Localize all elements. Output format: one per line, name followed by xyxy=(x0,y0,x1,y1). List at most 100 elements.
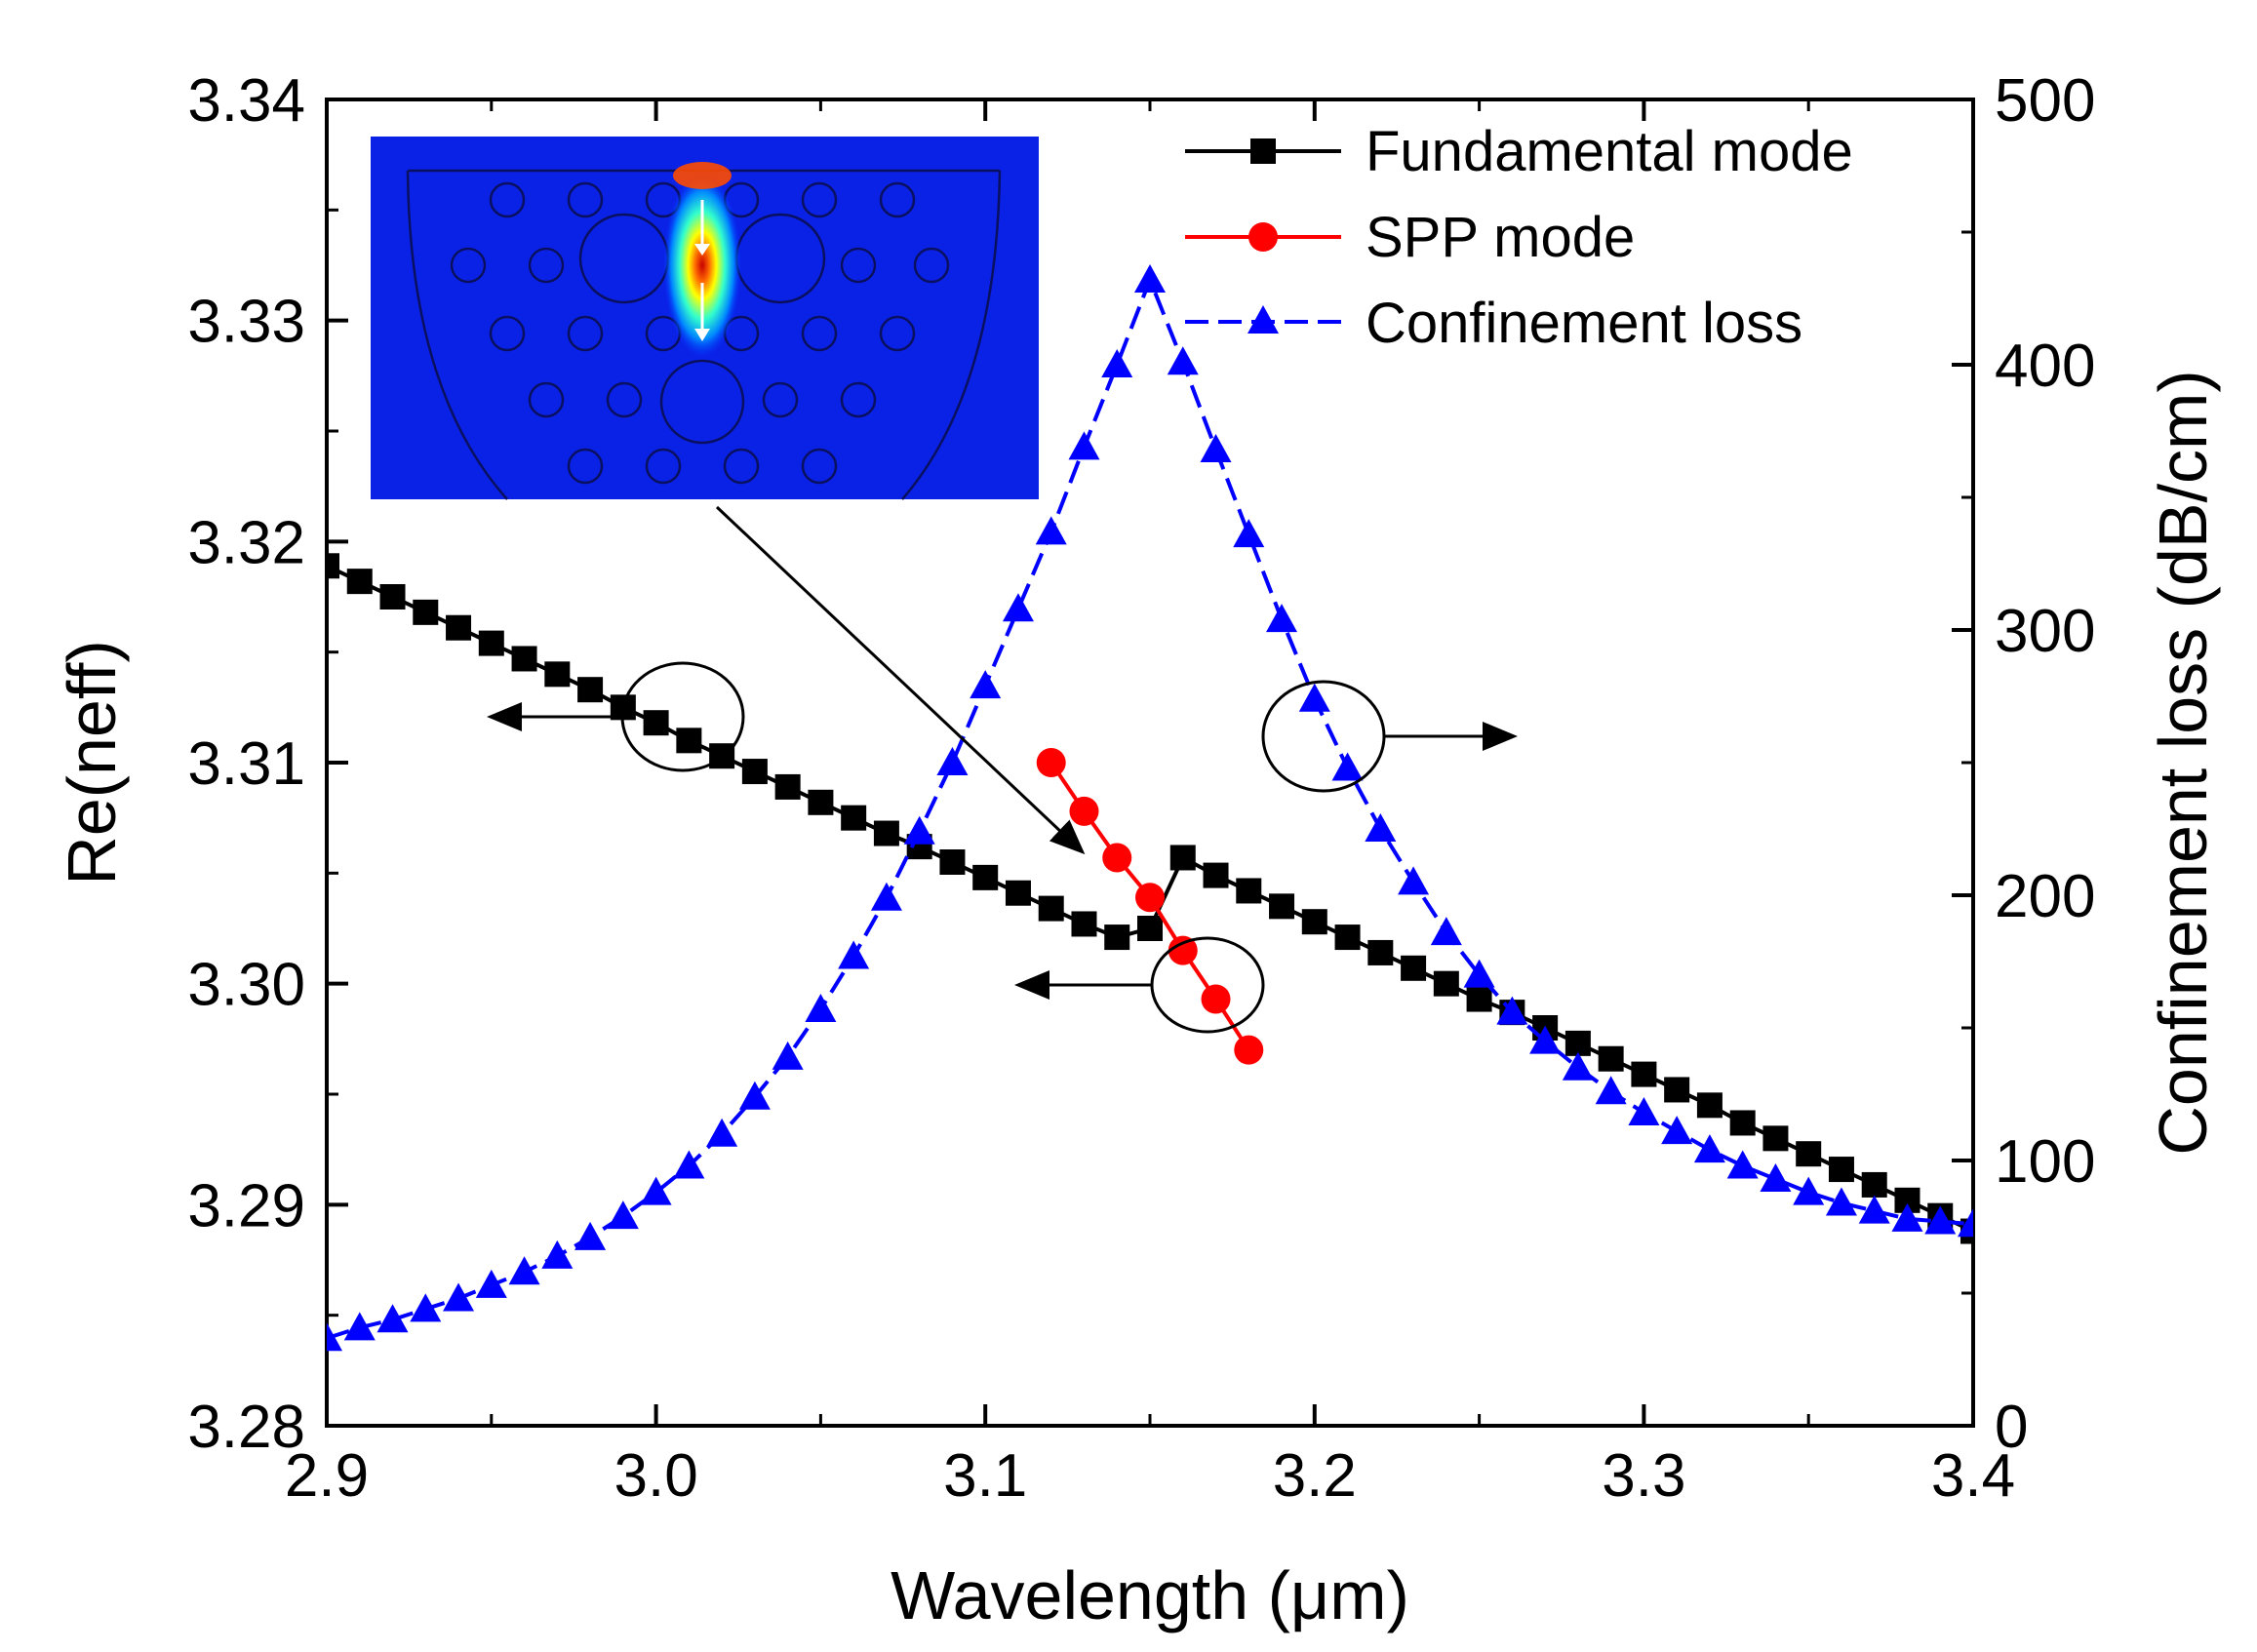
y-right-tick-label: 0 xyxy=(1995,1394,2028,1461)
inset-pointer-arrow xyxy=(715,505,1086,855)
legend-item-loss: Confinement loss xyxy=(1185,292,1802,355)
data-point xyxy=(774,773,801,800)
inset-mode-profile xyxy=(371,137,1039,500)
data-point xyxy=(1631,1061,1657,1087)
data-point xyxy=(1433,970,1459,997)
data-point xyxy=(1825,1187,1857,1216)
data-point xyxy=(1562,1051,1594,1081)
data-point xyxy=(1137,916,1163,941)
data-point xyxy=(1331,752,1364,781)
legend: Fundamental mode SPP mode Confinement lo… xyxy=(1185,120,1853,355)
data-point xyxy=(413,599,439,625)
data-point xyxy=(508,1256,540,1285)
x-tick-label: 3.0 xyxy=(614,1442,697,1510)
data-point xyxy=(903,815,935,845)
data-point xyxy=(1269,893,1295,920)
y-left-tick-label: 3.29 xyxy=(187,1172,305,1239)
y-right-tick-label: 100 xyxy=(1995,1128,2095,1196)
x-axis-title: Wavelength (μm) xyxy=(891,1557,1409,1633)
data-point xyxy=(1726,1150,1759,1179)
data-point xyxy=(1430,917,1462,946)
data-point xyxy=(939,849,966,875)
data-point xyxy=(1628,1097,1660,1126)
legend-item-spp: SPP mode xyxy=(1185,206,1635,269)
data-point xyxy=(936,747,969,775)
data-point xyxy=(870,882,902,911)
y-right-tick-label: 500 xyxy=(1995,67,2095,135)
x-tick-label: 3.1 xyxy=(943,1442,1027,1510)
confinement-loss-circle xyxy=(1261,680,1386,793)
data-point xyxy=(343,1312,376,1341)
y-left-tick-label: 3.32 xyxy=(187,509,305,576)
y-right-tick-label: 300 xyxy=(1995,598,2095,665)
data-point xyxy=(1298,683,1330,712)
series-fundamental-mode xyxy=(327,553,1973,1244)
x-tick-label: 3.4 xyxy=(1931,1442,2015,1510)
data-point xyxy=(1762,1125,1789,1152)
data-point xyxy=(1796,1141,1822,1167)
data-point xyxy=(1102,843,1132,873)
y-axis-left-title: Re(neff) xyxy=(54,640,130,885)
data-point xyxy=(346,569,373,595)
data-point xyxy=(376,1304,409,1333)
y-left-tick-label: 3.33 xyxy=(187,289,305,356)
data-point xyxy=(1201,984,1231,1014)
legend-label-loss: Confinement loss xyxy=(1366,292,1802,355)
data-point xyxy=(1071,911,1097,937)
data-point xyxy=(970,670,1002,699)
data-point xyxy=(805,993,837,1022)
data-point xyxy=(1167,346,1199,375)
data-point xyxy=(873,820,899,846)
data-point xyxy=(1598,1045,1624,1072)
data-point xyxy=(643,710,669,736)
data-point xyxy=(1266,604,1298,633)
data-point xyxy=(972,864,999,890)
data-point xyxy=(738,1081,771,1110)
data-point xyxy=(1036,748,1066,777)
y-axis-right-title: Confinement loss (dB/cm) xyxy=(2145,370,2221,1155)
data-point xyxy=(1365,813,1397,842)
data-point xyxy=(327,553,339,579)
data-point xyxy=(1463,959,1495,988)
data-point xyxy=(1005,880,1031,906)
series-layer xyxy=(327,263,1973,1352)
data-point xyxy=(673,1150,705,1179)
data-point xyxy=(1664,1077,1690,1103)
data-point xyxy=(1861,1171,1887,1198)
legend-item-fundamental: Fundamental mode xyxy=(1185,120,1853,183)
data-point xyxy=(379,584,406,610)
data-point xyxy=(1924,1205,1957,1235)
data-point xyxy=(478,630,504,656)
legend-label-fundamental: Fundamental mode xyxy=(1366,120,1853,183)
data-point xyxy=(1069,796,1099,826)
data-point xyxy=(574,1221,607,1250)
data-point xyxy=(1233,519,1265,548)
data-point xyxy=(544,661,571,688)
data-point xyxy=(1401,955,1427,981)
data-point xyxy=(1301,909,1327,935)
data-point xyxy=(1169,845,1196,871)
data-point xyxy=(446,614,472,641)
data-point xyxy=(1234,1035,1264,1065)
data-point xyxy=(443,1282,475,1312)
data-point xyxy=(808,789,834,815)
series-confinement-loss xyxy=(327,263,1973,1352)
legend-label-spp: SPP mode xyxy=(1366,206,1635,269)
data-point xyxy=(1466,986,1492,1012)
data-point xyxy=(1729,1110,1756,1136)
data-point xyxy=(475,1269,507,1298)
data-point xyxy=(838,940,870,969)
annotations xyxy=(487,505,1518,1034)
data-point xyxy=(1200,434,1232,463)
data-point xyxy=(577,677,604,703)
data-point xyxy=(1135,883,1165,913)
data-point xyxy=(607,1200,639,1230)
data-point xyxy=(1134,263,1166,293)
data-point xyxy=(1828,1157,1854,1183)
y-left-tick-label: 3.28 xyxy=(187,1394,305,1461)
data-point xyxy=(706,1118,738,1147)
y-left-tick-label: 3.31 xyxy=(187,730,305,798)
data-point xyxy=(1693,1134,1725,1163)
data-point xyxy=(1496,996,1528,1025)
data-point xyxy=(1595,1076,1627,1105)
